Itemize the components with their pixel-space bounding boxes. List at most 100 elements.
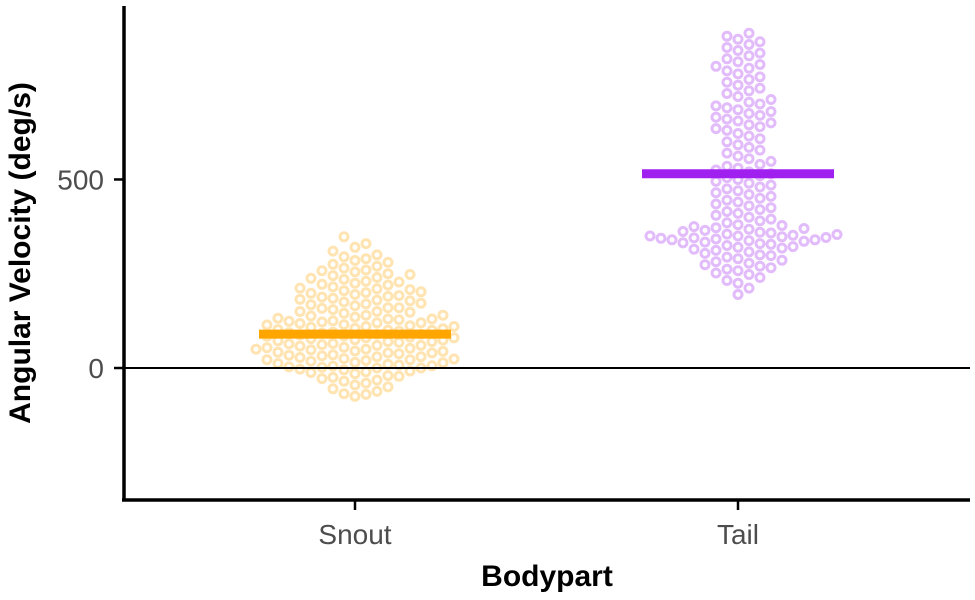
data-point xyxy=(404,295,416,307)
data-point xyxy=(382,290,394,302)
data-point xyxy=(283,338,295,350)
data-point xyxy=(371,339,383,351)
data-point xyxy=(754,272,766,283)
data-point xyxy=(261,354,273,366)
data-point xyxy=(360,238,372,250)
data-point xyxy=(776,220,788,231)
data-point xyxy=(437,357,449,369)
data-point xyxy=(448,332,460,344)
data-point xyxy=(732,104,744,116)
data-point xyxy=(743,141,755,153)
data-point xyxy=(743,119,755,131)
data-point xyxy=(349,356,361,368)
data-point xyxy=(721,263,733,275)
data-point xyxy=(415,297,427,309)
data-point xyxy=(721,76,733,88)
data-point xyxy=(743,85,755,97)
data-point xyxy=(393,370,405,382)
data-point xyxy=(393,314,405,326)
y-ticks: 0 500 xyxy=(57,164,124,384)
data-point xyxy=(448,353,460,365)
swarm-layer xyxy=(250,27,843,402)
data-point xyxy=(743,223,755,235)
data-point xyxy=(732,241,744,253)
data-point xyxy=(393,336,405,348)
data-point xyxy=(349,255,361,266)
data-point xyxy=(415,351,427,363)
data-point xyxy=(338,375,350,387)
data-point xyxy=(732,253,744,265)
data-point xyxy=(688,232,700,244)
data-point xyxy=(404,306,416,318)
data-point xyxy=(316,278,328,290)
data-point xyxy=(415,317,427,329)
data-point xyxy=(732,196,744,208)
data-point xyxy=(327,292,339,304)
data-point xyxy=(721,228,733,240)
data-point xyxy=(338,364,350,376)
data-point xyxy=(721,275,733,286)
data-point xyxy=(393,302,405,314)
data-point xyxy=(327,349,339,361)
data-point xyxy=(360,343,372,355)
data-point xyxy=(327,304,339,316)
data-point xyxy=(754,109,766,121)
data-point xyxy=(798,235,810,247)
data-point xyxy=(743,50,755,62)
data-point xyxy=(743,39,755,50)
data-point xyxy=(404,354,416,366)
data-point xyxy=(743,211,755,223)
data-point xyxy=(743,177,755,189)
data-point xyxy=(316,316,328,328)
data-point xyxy=(809,234,821,246)
data-point xyxy=(294,282,306,294)
data-point xyxy=(743,269,755,280)
data-point xyxy=(732,139,744,151)
data-point xyxy=(338,231,350,243)
data-point xyxy=(721,147,733,159)
data-point xyxy=(754,144,766,156)
data-point xyxy=(316,373,328,385)
data-point xyxy=(754,192,766,204)
data-point xyxy=(765,238,777,250)
data-point xyxy=(721,160,733,172)
data-point xyxy=(360,321,372,332)
data-point xyxy=(732,115,744,127)
data-point xyxy=(349,390,361,402)
mean-layer xyxy=(259,169,834,339)
data-point xyxy=(754,204,766,216)
y-tick-label: 500 xyxy=(57,164,104,195)
data-point xyxy=(404,284,416,296)
data-point xyxy=(732,33,744,45)
data-point xyxy=(721,102,733,114)
data-point xyxy=(404,342,416,354)
data-point xyxy=(699,259,711,271)
data-point xyxy=(787,241,799,253)
data-point xyxy=(437,309,449,321)
data-point xyxy=(382,313,394,325)
data-point xyxy=(338,296,350,308)
data-point xyxy=(699,224,711,236)
data-point xyxy=(360,355,372,366)
data-point xyxy=(338,251,350,263)
data-point xyxy=(754,215,766,227)
data-point xyxy=(754,133,766,145)
data-point xyxy=(272,358,284,369)
data-point xyxy=(831,229,843,240)
data-point xyxy=(294,340,306,352)
data-point xyxy=(732,265,744,277)
data-point xyxy=(732,185,744,197)
data-point xyxy=(743,108,755,119)
data-point xyxy=(743,74,755,85)
data-point xyxy=(688,221,700,233)
data-point xyxy=(404,269,416,280)
data-point xyxy=(294,306,306,317)
data-point xyxy=(283,349,295,361)
data-point xyxy=(754,59,766,70)
data-point xyxy=(787,229,799,241)
x-axis-title: Bodypart xyxy=(481,560,613,593)
data-point xyxy=(743,189,755,200)
data-point xyxy=(360,253,372,265)
data-point xyxy=(710,60,722,72)
data-point xyxy=(349,289,361,300)
